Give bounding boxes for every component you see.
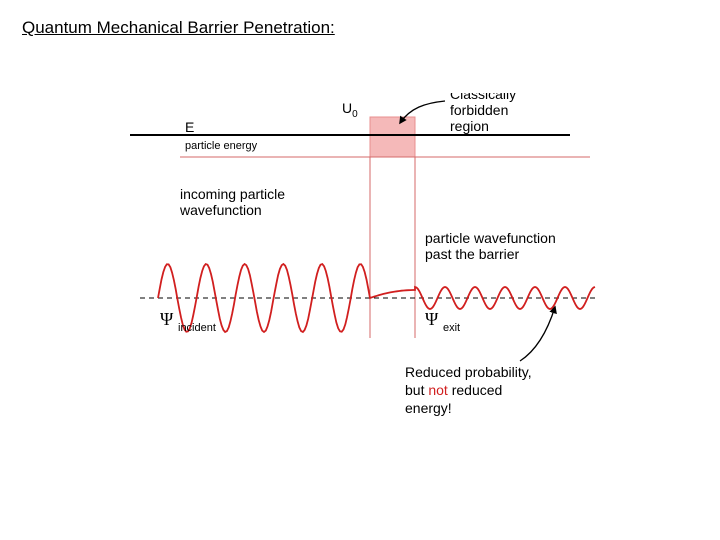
forbidden-label-3: region xyxy=(450,118,489,134)
psi-incident-sub: incident xyxy=(178,322,216,334)
forbidden-label-2: forbidden xyxy=(450,102,508,118)
past-label-1: particle wavefunction xyxy=(425,230,556,246)
barrier-rect xyxy=(370,117,415,157)
incoming-label-2: wavefunction xyxy=(179,202,262,218)
reduced-label-2: but not reduced xyxy=(405,382,502,398)
psi-exit-sub: exit xyxy=(443,322,460,334)
diagram-container: E particle energy U0 Classically forbidd… xyxy=(22,93,698,423)
page-title: Quantum Mechanical Barrier Penetration: xyxy=(22,18,698,38)
reduced-label-1: Reduced probability, xyxy=(405,364,532,380)
past-label-2: past the barrier xyxy=(425,246,519,262)
psi-exit-symbol: Ψ xyxy=(425,309,439,329)
reduced-label-3: energy! xyxy=(405,400,452,416)
callout-reduced-arrow xyxy=(520,307,555,361)
barrier-height-label: U0 xyxy=(342,100,358,120)
particle-energy-label: particle energy xyxy=(185,140,258,152)
energy-label: E xyxy=(185,119,194,135)
psi-incident-symbol: Ψ xyxy=(160,309,174,329)
incoming-label-1: incoming particle xyxy=(180,186,285,202)
forbidden-label-1: Classically xyxy=(450,93,516,102)
barrier-diagram: E particle energy U0 Classically forbidd… xyxy=(100,93,620,423)
